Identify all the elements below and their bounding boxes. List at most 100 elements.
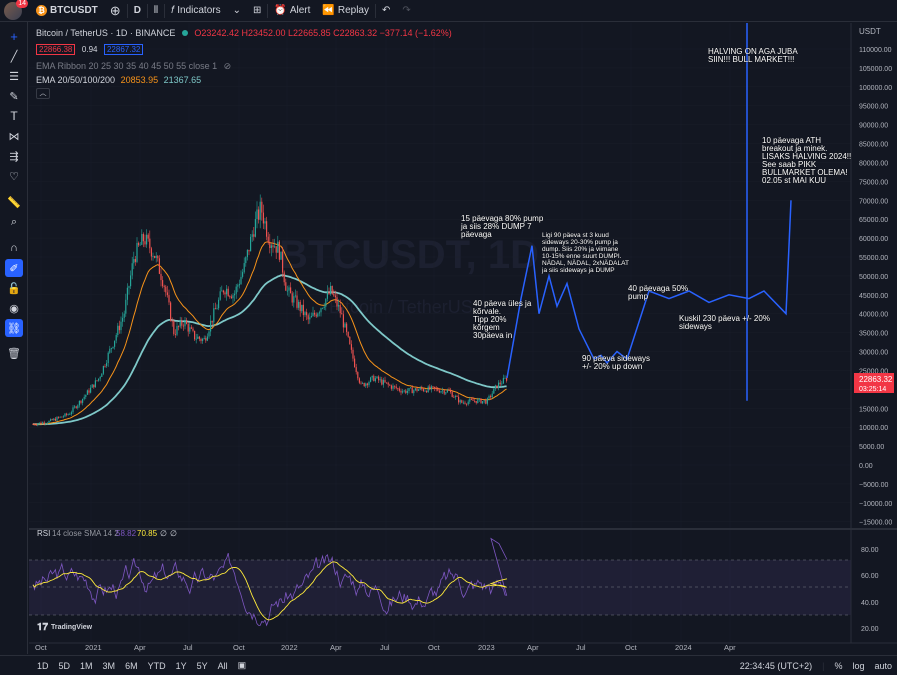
layouts-button[interactable]: ⊞ — [247, 0, 267, 22]
templates-button[interactable]: ⌄ — [227, 0, 247, 22]
annotation-pump15[interactable]: 15 päevaga 80% pump ja siis 28% DUMP 7 p… — [461, 214, 544, 239]
ribbon-legend[interactable]: EMA Ribbon 20 25 30 35 40 45 50 55 close… — [36, 61, 231, 72]
candle-body — [496, 385, 498, 389]
ruler-tool[interactable]: 📏 — [0, 192, 28, 212]
percent-toggle[interactable]: % — [834, 660, 843, 671]
candle-body — [101, 373, 103, 377]
range-all[interactable]: All — [217, 660, 228, 671]
candle-body — [106, 363, 108, 367]
annotation-up40[interactable]: 40 päeva üles ja kõrvale. Tipp 20% kõrge… — [473, 299, 532, 340]
avatar[interactable]: 14 — [4, 0, 28, 20]
zoom-tool[interactable]: ⌕ — [0, 212, 28, 232]
candle-body — [248, 249, 250, 252]
candle-body — [379, 379, 381, 381]
chart-type-button[interactable]: ⫴ — [148, 0, 164, 22]
candle-body — [426, 390, 428, 393]
alert-button[interactable]: ⏰ Alert — [268, 0, 316, 22]
time-tick-label: 2022 — [281, 643, 298, 652]
range-1m[interactable]: 1M — [80, 660, 93, 671]
crosshair-tool[interactable]: + — [0, 26, 28, 46]
candle-body — [336, 297, 338, 307]
delete-tool[interactable]: 🗑 — [0, 343, 28, 363]
collapse-legend-button[interactable]: ︿ — [36, 88, 50, 99]
log-toggle[interactable]: log — [852, 660, 865, 671]
currency-label[interactable]: USDT — [859, 27, 881, 36]
rsi-tick-label: 20.00 — [861, 626, 879, 633]
auto-toggle[interactable]: auto — [874, 660, 892, 671]
candle-body — [427, 386, 429, 393]
magnet-tool[interactable]: ∩ — [0, 238, 28, 258]
annotation-side90b[interactable]: 90 päeva sideways +/- 20% up down — [582, 354, 651, 371]
rsi-tick-label: 80.00 — [861, 547, 879, 554]
candle-body — [165, 286, 167, 293]
range-3m[interactable]: 3M — [102, 660, 116, 671]
candle-body — [251, 234, 253, 237]
prediction-tool[interactable]: ⇶ — [0, 146, 28, 166]
interval-button[interactable]: D — [128, 0, 147, 22]
current-price: 22863.32 — [859, 375, 893, 384]
projection-path[interactable] — [506, 200, 792, 379]
price-axis[interactable]: 110000.00 105000.00 100000.00 95000.00 90000… — [859, 47, 892, 527]
link-icon: ⛓ — [7, 322, 21, 335]
annotation-ath[interactable]: 10 päevaga ATH breakout ja minek. LISAKS… — [762, 136, 852, 185]
sync-drawing-tool[interactable]: ⛓ — [5, 319, 23, 337]
range-1d[interactable]: 1D — [37, 660, 49, 671]
stay-drawing-tool[interactable]: ✐ — [5, 259, 23, 277]
candle-body — [448, 390, 450, 391]
date-range-button[interactable]: ▣ — [233, 660, 252, 671]
market-status-icon — [181, 30, 188, 36]
chart-canvas[interactable]: BTCUSDT, 1D Bitcoin / TetherUS 110000.00… — [29, 23, 897, 653]
candle-body — [133, 259, 135, 264]
range-5d[interactable]: 5D — [58, 660, 71, 671]
undo-button[interactable]: ↶ — [376, 0, 396, 22]
candle-body — [483, 400, 485, 402]
text-icon: T — [10, 109, 18, 123]
brush-tool[interactable]: ✎ — [0, 86, 28, 106]
price-tick-label: 35000.00 — [859, 331, 888, 338]
replay-button[interactable]: ⏪ Replay — [316, 0, 375, 22]
chart-area[interactable]: BTCUSDT, 1D Bitcoin / TetherUS 110000.00… — [29, 23, 897, 653]
indicators-button[interactable]: 𝑓 Indicators — [165, 0, 226, 22]
brush-icon: ✎ — [9, 90, 19, 103]
candle-body — [446, 390, 448, 393]
candle-body — [480, 398, 482, 404]
annotation-sideways90[interactable]: Ligi 90 päeva st 3 kuud sideways 20-30% … — [542, 232, 629, 274]
candle-body — [99, 376, 101, 379]
hidden-eye-icon[interactable]: ⊘ — [223, 61, 232, 71]
favorites-tool[interactable]: ♡ — [0, 166, 28, 186]
compare-button[interactable]: ⊕ — [104, 0, 127, 22]
annotation-pump40[interactable]: 40 päevaga 50% pump — [628, 284, 689, 301]
trendline-tool[interactable]: ╱ — [0, 46, 28, 66]
rsi-axis[interactable]: 80.00 60.00 40.00 20.00 — [861, 547, 879, 633]
annotation-halving[interactable]: HALVING ON AGA JUBA SIIN!!! BULL MARKET!… — [708, 47, 798, 64]
text-tool[interactable]: T — [0, 106, 28, 126]
range-6m[interactable]: 6M — [125, 660, 138, 671]
time-axis[interactable]: Oct 2021 Apr Jul Oct 2022 Apr Jul Oct 2023 Apr Jul O… — [35, 643, 736, 652]
symbol-search[interactable]: ₿ BTCUSDT — [30, 0, 104, 22]
fib-icon: ☰ — [9, 70, 19, 83]
candle-body — [493, 388, 495, 394]
fib-tool[interactable]: ☰ — [0, 66, 28, 86]
plus-circle-icon: ⊕ — [109, 2, 121, 18]
clock[interactable]: 22:34:45 (UTC+2) — [739, 660, 813, 671]
candle-body — [176, 326, 178, 335]
redo-button[interactable]: ↷ — [396, 0, 416, 22]
range-5y[interactable]: 5Y — [196, 660, 208, 671]
candle-body — [32, 424, 34, 425]
candle-body — [147, 234, 149, 239]
range-1y[interactable]: 1Y — [175, 660, 187, 671]
visibility-tool[interactable]: ◉ — [0, 298, 28, 318]
ask-price[interactable]: 22867.32 — [103, 44, 144, 55]
candle-body — [470, 399, 472, 400]
ema-legend[interactable]: EMA 20/50/100/200 20853.95 21367.65 — [36, 75, 201, 85]
projection-drawing[interactable] — [506, 23, 792, 401]
annotation-side230[interactable]: Kuskil 230 päeva +/- 20% sideways — [679, 314, 770, 331]
candle-body — [307, 315, 309, 320]
candle-body — [107, 352, 109, 364]
lock-tool[interactable]: 🔓 — [0, 278, 28, 298]
pattern-tool[interactable]: ⋈ — [0, 126, 28, 146]
bid-price[interactable]: 22866.38 — [36, 44, 76, 55]
symbol-legend[interactable]: Bitcoin / TetherUS · 1D · BINANCE O23242… — [36, 28, 452, 38]
range-ytd[interactable]: YTD — [147, 660, 166, 671]
candle-body — [408, 388, 410, 392]
